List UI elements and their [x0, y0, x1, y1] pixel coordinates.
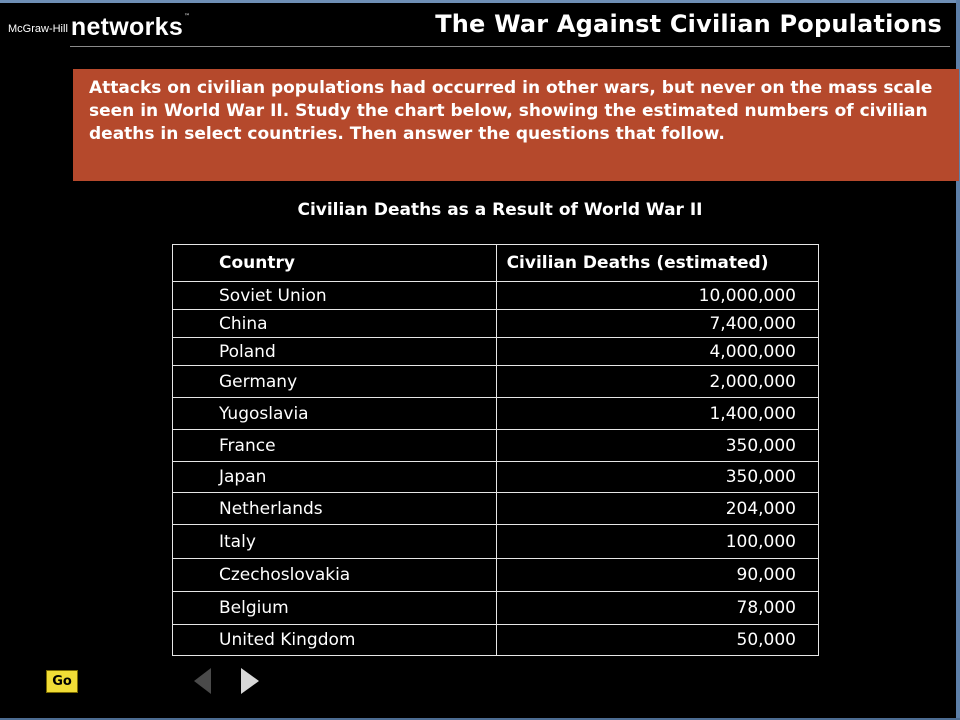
country-cell: Japan	[172, 461, 497, 493]
table-row: France 350,000	[172, 429, 820, 462]
country-cell: China	[172, 309, 497, 338]
table-caption: Civilian Deaths as a Result of World War…	[297, 200, 703, 220]
table-row: Italy 100,000	[172, 524, 820, 559]
table-row: Czechoslovakia 90,000	[172, 558, 820, 592]
deaths-cell: 100,000	[495, 524, 820, 559]
deaths-cell: 1,400,000	[495, 397, 820, 430]
country-cell: Czechoslovakia	[172, 558, 497, 592]
country-cell: Italy	[172, 524, 497, 559]
column-header-country: Country	[172, 244, 497, 282]
header-divider	[70, 46, 950, 47]
intro-text: Attacks on civilian populations had occu…	[89, 78, 933, 144]
table-row: Netherlands 204,000	[172, 492, 820, 525]
civilian-deaths-table: Country Civilian Deaths (estimated) Sovi…	[172, 244, 820, 656]
next-button[interactable]	[240, 667, 260, 699]
window-frame-right	[956, 0, 960, 720]
window-frame-bottom	[0, 718, 960, 720]
column-header-deaths: Civilian Deaths (estimated)	[495, 244, 820, 282]
triangle-right-icon	[241, 668, 259, 694]
deaths-cell: 204,000	[495, 492, 820, 525]
logo-brand-small: McGraw-Hill	[8, 23, 68, 35]
table-row: Soviet Union 10,000,000	[172, 281, 820, 310]
country-cell: Poland	[172, 337, 497, 366]
triangle-left-icon	[194, 668, 211, 694]
mcgraw-hill-networks-logo: McGraw-Hill networks ™	[8, 12, 190, 42]
deaths-cell: 2,000,000	[495, 365, 820, 398]
table-row: China 7,400,000	[172, 309, 820, 338]
table-row: Japan 350,000	[172, 461, 820, 493]
deaths-cell: 78,000	[495, 591, 820, 625]
country-cell: France	[172, 429, 497, 462]
logo-brand-large: networks	[70, 13, 184, 41]
deaths-cell: 90,000	[495, 558, 820, 592]
deaths-cell: 10,000,000	[495, 281, 820, 310]
logo-trademark: ™	[184, 13, 191, 20]
table-row: Poland 4,000,000	[172, 337, 820, 366]
table-row: Germany 2,000,000	[172, 365, 820, 398]
deaths-cell: 350,000	[495, 461, 820, 493]
table-header-row: Country Civilian Deaths (estimated)	[172, 244, 820, 282]
country-cell: Germany	[172, 365, 497, 398]
deaths-cell: 50,000	[495, 624, 820, 656]
window-frame-top	[0, 0, 960, 3]
country-cell: Netherlands	[172, 492, 497, 525]
country-cell: United Kingdom	[172, 624, 497, 656]
table-row: United Kingdom 50,000	[172, 624, 820, 656]
deaths-cell: 7,400,000	[495, 309, 820, 338]
deaths-cell: 350,000	[495, 429, 820, 462]
deaths-cell: 4,000,000	[495, 337, 820, 366]
go-button[interactable]: Go	[46, 670, 78, 693]
country-cell: Belgium	[172, 591, 497, 625]
country-cell: Soviet Union	[172, 281, 497, 310]
page-title: The War Against Civilian Populations	[435, 10, 942, 38]
country-cell: Yugoslavia	[172, 397, 497, 430]
table-row: Yugoslavia 1,400,000	[172, 397, 820, 430]
intro-panel: Attacks on civilian populations had occu…	[73, 69, 959, 181]
table-row: Belgium 78,000	[172, 591, 820, 625]
previous-button[interactable]	[193, 667, 213, 699]
